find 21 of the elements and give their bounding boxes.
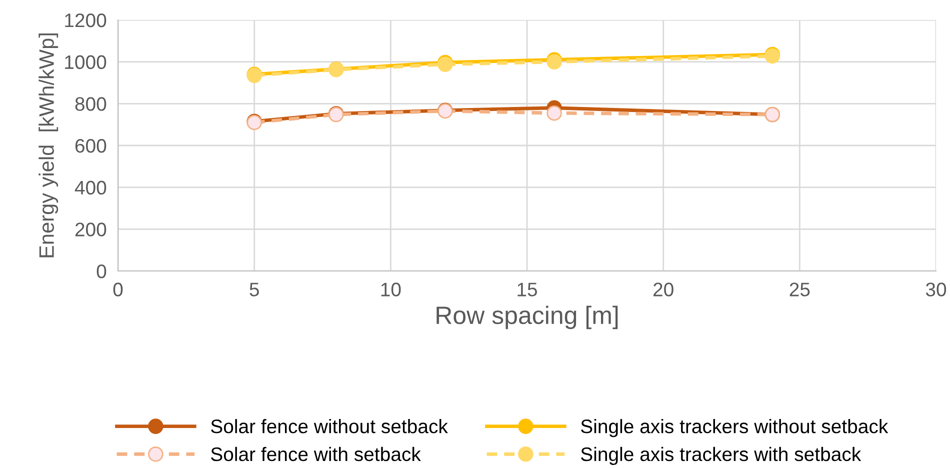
x-tick-label: 0	[113, 282, 123, 296]
y-tick-label: 1000	[65, 55, 106, 70]
x-tick-label: 10	[381, 282, 401, 296]
y-tick-label: 1200	[65, 13, 106, 28]
x-tick-label: 15	[518, 282, 537, 296]
y-tick-label: 200	[75, 222, 106, 236]
legend-label: Solar fence without setback	[211, 419, 448, 434]
point	[546, 105, 562, 121]
x-tick-label: 30	[926, 282, 946, 296]
y-axis-title: Energy yield [kWh/kWp]	[38, 34, 58, 258]
x-tick-label: 5	[250, 282, 259, 296]
x-tick-label: 25	[790, 282, 810, 296]
legend-label: Solar fence with setback	[211, 446, 421, 462]
legend-label: Single axis trackers without setback	[581, 419, 888, 438]
legend-label: Single axis trackers with setback	[581, 446, 862, 465]
x-tick-label: 20	[654, 282, 674, 296]
y-tick-label: 400	[74, 180, 106, 195]
x-axis-title: Row spacing [m]	[436, 306, 618, 330]
y-tick-label: 800	[75, 97, 106, 111]
y-tick-label: 600	[75, 138, 106, 153]
y-tick-label: 0	[96, 264, 106, 278]
